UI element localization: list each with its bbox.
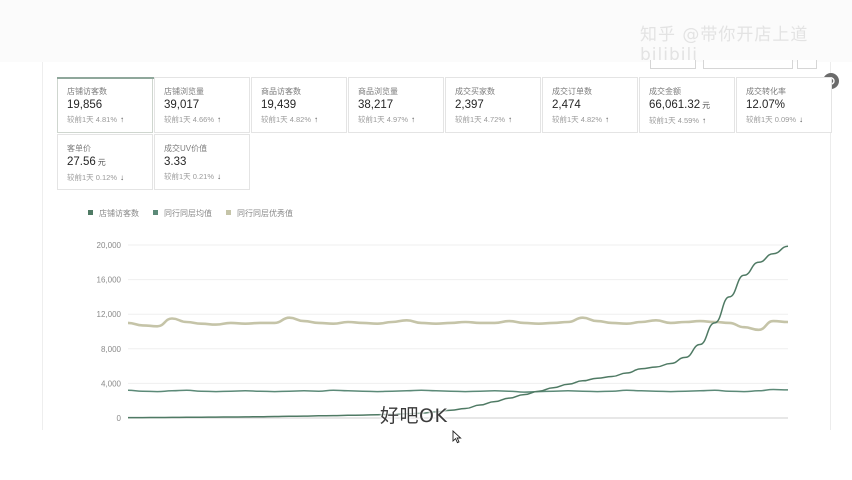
- arrow-up-icon: ↑: [702, 116, 707, 125]
- metric-card[interactable]: 成交UV价值 3.33 较前1天 0.21% ↓: [154, 134, 250, 190]
- legend-swatch: [88, 210, 93, 216]
- arrow-up-icon: ↑: [120, 115, 125, 124]
- date-range-button[interactable]: [703, 60, 793, 69]
- metric-change-text: 较前1天 0.12%: [67, 173, 118, 182]
- metric-card[interactable]: 成交转化率 12.07% 较前1天 0.09% ↓: [736, 77, 832, 133]
- legend-item[interactable]: 同行同层均值: [153, 208, 212, 219]
- metric-number: 19,439: [261, 99, 297, 111]
- metric-value: 38,217: [358, 98, 443, 112]
- metric-label: 店铺访客数: [67, 87, 107, 96]
- arrow-down-icon: ↓: [217, 172, 222, 181]
- metric-change: 较前1天 4.97% ↑: [358, 115, 443, 125]
- metric-change: 较前1天 4.66% ↑: [164, 115, 249, 125]
- metric-value: 19,856: [67, 98, 152, 112]
- metric-change-text: 较前1天 4.82%: [261, 115, 312, 124]
- date-picker-button[interactable]: [650, 60, 696, 69]
- metric-change: 较前1天 0.09% ↓: [746, 115, 831, 125]
- series-line-2: [127, 316, 789, 332]
- metric-change: 较前1天 4.81% ↑: [67, 115, 152, 125]
- arrow-up-icon: ↑: [411, 115, 416, 124]
- metric-change-text: 较前1天 4.82%: [552, 115, 603, 124]
- metric-label: 成交订单数: [552, 87, 592, 96]
- metric-number: 38,217: [358, 99, 394, 111]
- metric-value: 2,474: [552, 98, 637, 112]
- metric-label: 成交UV价值: [164, 144, 208, 153]
- legend-swatch: [226, 210, 231, 216]
- metric-value: 2,397: [455, 98, 540, 112]
- metric-value: 39,017: [164, 98, 249, 112]
- video-subtitle: 好吧OK: [380, 405, 448, 427]
- metric-change: 较前1天 4.59% ↑: [649, 116, 734, 126]
- metric-card[interactable]: 成交金额 66,061.32 元较前1天 4.59% ↑: [639, 77, 735, 133]
- y-tick-label: 0: [117, 414, 122, 423]
- metric-change: 较前1天 0.21% ↓: [164, 172, 249, 182]
- metric-card[interactable]: 商品访客数 19,439 较前1天 4.82% ↑: [251, 77, 347, 133]
- series-line-1: [127, 388, 789, 393]
- metric-value: 19,439: [261, 98, 346, 112]
- metric-label: 成交转化率: [746, 87, 786, 96]
- metric-number: 19,856: [67, 99, 103, 111]
- arrow-up-icon: ↑: [508, 115, 513, 124]
- metric-change-text: 较前1天 4.81%: [67, 115, 118, 124]
- metric-change-text: 较前1天 4.72%: [455, 115, 506, 124]
- metric-change: 较前1天 4.82% ↑: [261, 115, 346, 125]
- metric-change: 较前1天 4.82% ↑: [552, 115, 637, 125]
- legend-item[interactable]: 同行同层优秀值: [226, 208, 293, 219]
- metric-change-text: 较前1天 0.09%: [746, 115, 797, 124]
- y-tick-label: 12,000: [97, 310, 122, 319]
- metric-label: 商品浏览量: [358, 87, 398, 96]
- metric-change-text: 较前1天 4.66%: [164, 115, 215, 124]
- metric-value: 12.07%: [746, 98, 831, 112]
- metric-label: 商品访客数: [261, 87, 301, 96]
- metric-card[interactable]: 店铺访客数 19,856 较前1天 4.81% ↑: [57, 77, 154, 133]
- metric-change-text: 较前1天 0.21%: [164, 172, 215, 181]
- metric-card[interactable]: 商品浏览量 38,217 较前1天 4.97% ↑: [348, 77, 444, 133]
- legend-swatch: [153, 210, 158, 216]
- metric-change: 较前1天 4.72% ↑: [455, 115, 540, 125]
- metric-value: 27.56 元: [67, 155, 152, 170]
- metric-number: 2,397: [455, 99, 484, 111]
- arrow-up-icon: ↑: [217, 115, 222, 124]
- metric-change: 较前1天 0.12% ↓: [67, 173, 152, 183]
- y-tick-label: 8,000: [101, 345, 122, 354]
- chart-legend: 店铺访客数 同行同层均值 同行同层优秀值: [88, 208, 307, 218]
- metric-card[interactable]: 成交买家数 2,397 较前1天 4.72% ↑: [445, 77, 541, 133]
- arrow-up-icon: ↑: [605, 115, 610, 124]
- metric-unit: 元: [97, 158, 106, 167]
- metric-card[interactable]: 成交订单数 2,474 较前1天 4.82% ↑: [542, 77, 638, 133]
- legend-item[interactable]: 店铺访客数: [88, 208, 139, 219]
- metric-label: 店铺浏览量: [164, 87, 204, 96]
- legend-label: 同行同层均值: [164, 209, 212, 218]
- y-tick-label: 4,000: [101, 379, 122, 388]
- metric-change-text: 较前1天 4.97%: [358, 115, 409, 124]
- metric-value: 66,061.32 元: [649, 98, 734, 113]
- metric-label: 成交买家数: [455, 87, 495, 96]
- y-tick-label: 20,000: [97, 241, 122, 250]
- download-button[interactable]: [797, 60, 817, 69]
- metric-unit: 元: [702, 101, 711, 110]
- series-line-0: [128, 245, 789, 419]
- metric-card[interactable]: 客单价 27.56 元较前1天 0.12% ↓: [57, 134, 153, 190]
- metric-number: 39,017: [164, 99, 200, 111]
- metric-number: 27.56: [67, 156, 96, 168]
- legend-label: 店铺访客数: [99, 209, 139, 218]
- metric-change-text: 较前1天 4.59%: [649, 116, 700, 125]
- arrow-down-icon: ↓: [799, 115, 804, 124]
- metric-label: 成交金额: [649, 87, 681, 96]
- legend-label: 同行同层优秀值: [237, 209, 293, 218]
- metric-number: 3.33: [164, 156, 187, 168]
- metric-number: 2,474: [552, 99, 581, 111]
- mouse-cursor-icon: [452, 430, 462, 444]
- metric-number: 12.07%: [746, 99, 786, 111]
- metric-card[interactable]: 店铺浏览量 39,017 较前1天 4.66% ↑: [154, 77, 250, 133]
- metric-number: 66,061.32: [649, 99, 701, 111]
- y-tick-label: 16,000: [97, 276, 122, 285]
- metric-label: 客单价: [67, 144, 91, 153]
- metric-value: 3.33: [164, 155, 249, 169]
- top-bar: [0, 0, 852, 62]
- arrow-up-icon: ↑: [314, 115, 319, 124]
- panel-border: [830, 62, 831, 430]
- arrow-down-icon: ↓: [120, 173, 125, 182]
